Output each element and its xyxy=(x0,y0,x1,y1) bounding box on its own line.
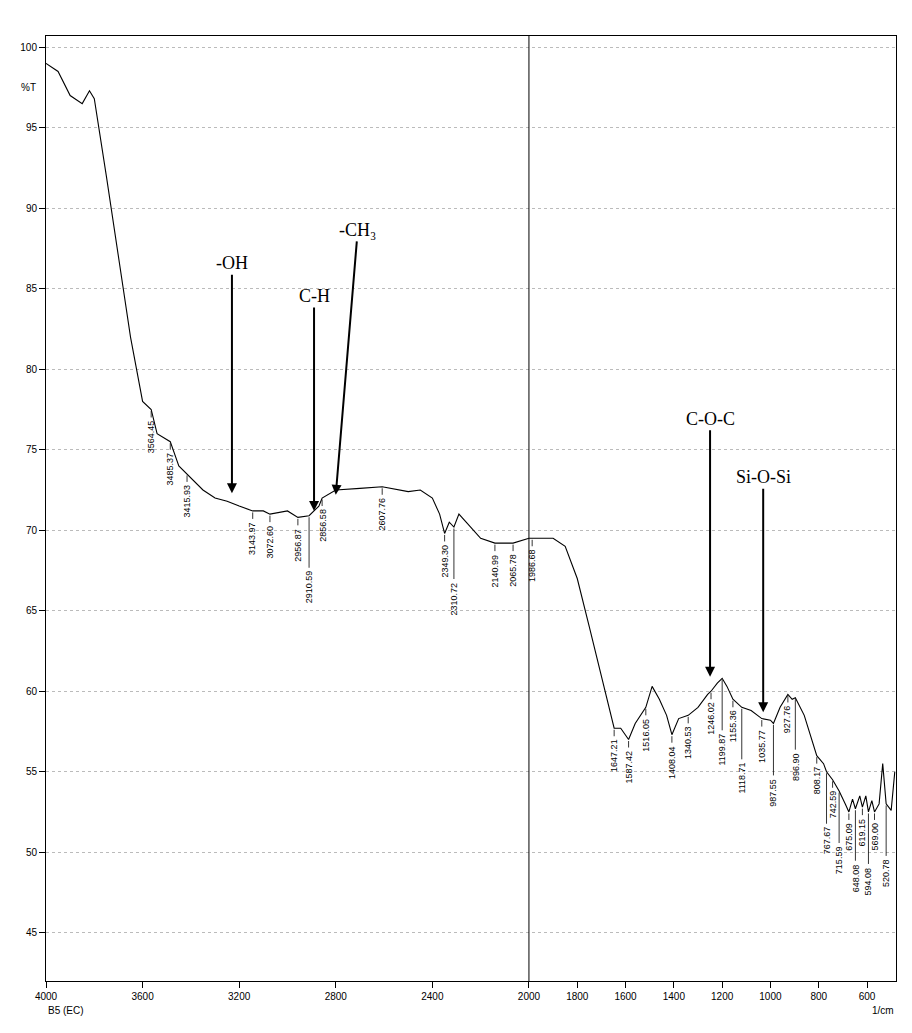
svg-text:-OH: -OH xyxy=(216,253,248,273)
svg-text:2140.99: 2140.99 xyxy=(490,555,500,588)
svg-text:1118.71: 1118.71 xyxy=(737,762,747,793)
svg-text:80: 80 xyxy=(26,364,38,375)
svg-text:50: 50 xyxy=(26,847,38,858)
svg-text:767.67: 767.67 xyxy=(822,827,832,855)
svg-text:3485.37: 3485.37 xyxy=(165,453,175,486)
svg-text:1246.02: 1246.02 xyxy=(706,702,716,735)
svg-text:1408.04: 1408.04 xyxy=(667,747,677,780)
svg-text:1400: 1400 xyxy=(663,991,686,1002)
svg-text:2800: 2800 xyxy=(325,991,348,1002)
svg-text:648.08: 648.08 xyxy=(851,865,861,893)
svg-text:1199.87: 1199.87 xyxy=(717,734,727,766)
svg-text:2349.30: 2349.30 xyxy=(440,545,450,578)
svg-text:520.78: 520.78 xyxy=(881,860,891,888)
svg-text:-CH₃: -CH₃ xyxy=(339,220,376,240)
svg-text:3600: 3600 xyxy=(131,991,154,1002)
svg-text:2856.58: 2856.58 xyxy=(318,509,328,542)
svg-text:60: 60 xyxy=(26,686,38,697)
svg-text:90: 90 xyxy=(26,203,38,214)
svg-text:55: 55 xyxy=(26,766,38,777)
svg-text:1035.77: 1035.77 xyxy=(757,730,767,763)
svg-text:619.15: 619.15 xyxy=(857,819,867,847)
svg-text:1340.53: 1340.53 xyxy=(683,727,693,760)
svg-text:742.59: 742.59 xyxy=(828,791,838,819)
svg-text:569.00: 569.00 xyxy=(870,823,880,851)
svg-text:1155.36: 1155.36 xyxy=(728,710,738,742)
svg-text:1800: 1800 xyxy=(566,991,589,1002)
svg-text:1200: 1200 xyxy=(711,991,734,1002)
svg-text:Si-O-Si: Si-O-Si xyxy=(736,467,791,487)
svg-text:715.59: 715.59 xyxy=(834,847,844,875)
svg-text:1/cm: 1/cm xyxy=(872,1005,894,1016)
svg-text:100: 100 xyxy=(20,42,37,53)
svg-text:896.90: 896.90 xyxy=(791,753,801,781)
svg-text:2310.72: 2310.72 xyxy=(449,583,459,616)
svg-text:3143.97: 3143.97 xyxy=(247,523,257,556)
svg-text:1600: 1600 xyxy=(614,991,637,1002)
svg-text:3072.60: 3072.60 xyxy=(265,526,275,559)
svg-text:45: 45 xyxy=(26,927,38,938)
svg-text:1587.42: 1587.42 xyxy=(624,751,634,784)
svg-text:2956.87: 2956.87 xyxy=(293,529,303,562)
svg-text:1516.05: 1516.05 xyxy=(641,719,651,752)
svg-text:675.09: 675.09 xyxy=(844,823,854,851)
svg-text:2910.59: 2910.59 xyxy=(304,571,314,604)
svg-text:3200: 3200 xyxy=(228,991,251,1002)
svg-text:70: 70 xyxy=(26,525,38,536)
svg-text:808.17: 808.17 xyxy=(812,767,822,795)
svg-text:B5 (EC): B5 (EC) xyxy=(48,1005,84,1016)
svg-text:3564.45: 3564.45 xyxy=(146,421,156,454)
svg-text:927.76: 927.76 xyxy=(782,706,792,734)
svg-text:600: 600 xyxy=(859,991,876,1002)
svg-text:2065.78: 2065.78 xyxy=(508,554,518,587)
svg-text:65: 65 xyxy=(26,605,38,616)
svg-text:%T: %T xyxy=(21,82,36,93)
svg-text:800: 800 xyxy=(810,991,827,1002)
svg-text:C-O-C: C-O-C xyxy=(686,409,735,429)
svg-text:1986.68: 1986.68 xyxy=(527,549,537,582)
svg-text:95: 95 xyxy=(26,122,38,133)
svg-text:2000: 2000 xyxy=(518,991,541,1002)
svg-text:594.08: 594.08 xyxy=(863,868,873,896)
svg-text:2607.76: 2607.76 xyxy=(377,498,387,531)
svg-text:3415.93: 3415.93 xyxy=(182,485,192,518)
svg-text:1647.21: 1647.21 xyxy=(609,739,619,772)
svg-text:C-H: C-H xyxy=(299,286,330,306)
svg-text:75: 75 xyxy=(26,444,38,455)
svg-text:4000: 4000 xyxy=(35,991,58,1002)
svg-text:85: 85 xyxy=(26,283,38,294)
svg-text:2400: 2400 xyxy=(421,991,444,1002)
svg-text:1000: 1000 xyxy=(759,991,782,1002)
svg-text:987.55: 987.55 xyxy=(768,779,778,807)
